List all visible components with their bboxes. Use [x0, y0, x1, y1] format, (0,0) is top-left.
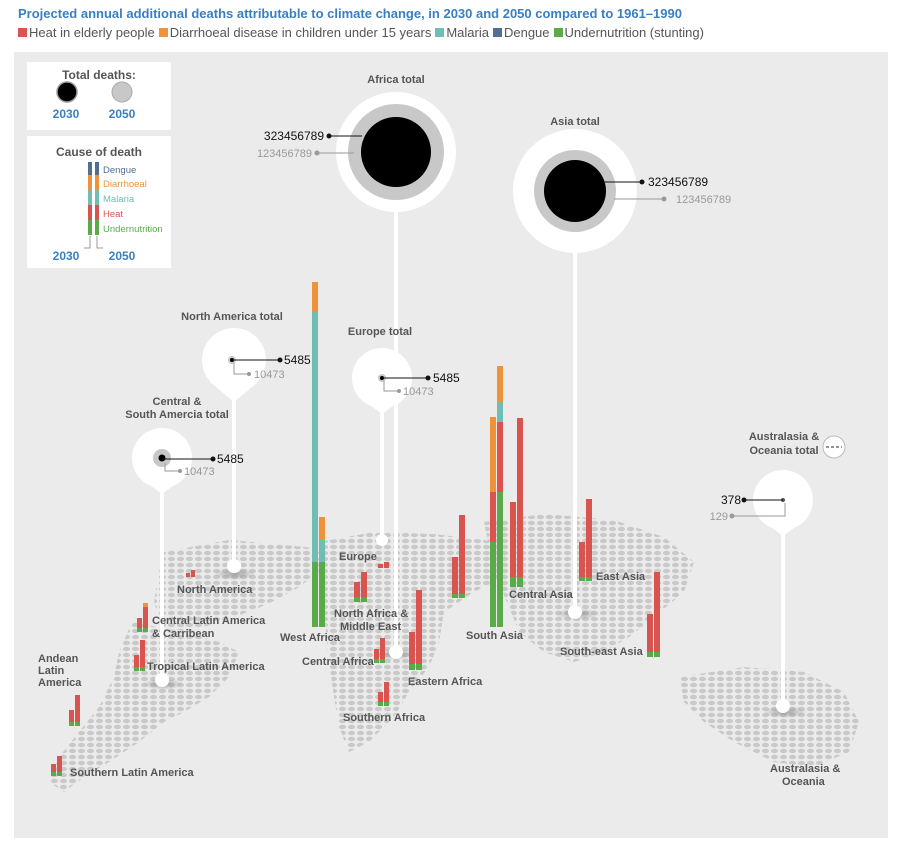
key-cause-heat: Heat: [103, 209, 123, 220]
bars-middle-east: [452, 515, 465, 598]
bars-west-africa: [312, 282, 325, 627]
bars-east-asia: [579, 499, 592, 581]
bars-southern-africa: [378, 682, 389, 706]
region-bars: [51, 282, 660, 776]
africa-2030-value: 323456789: [264, 129, 324, 143]
key-total-title: Total deaths:: [62, 68, 136, 82]
europe-2030-value: 5485: [433, 371, 460, 385]
map-latin-america: [49, 622, 239, 792]
region-label-southern-latin-america: Southern Latin America: [70, 767, 195, 779]
region-label-andean-l1: Andean: [38, 653, 79, 665]
central-south-america-total-label-line2: South Amercia total: [125, 409, 229, 421]
key-total-year-2050: 2050: [109, 107, 136, 121]
europe-total-label: Europe total: [348, 326, 412, 338]
australasia-total-bubble: Australasia & Oceania total 378 129: [710, 431, 846, 536]
region-label-south-east-asia: South-east Asia: [560, 646, 644, 658]
legend-item-heat: Heat in elderly people: [18, 25, 155, 40]
key-cause-undernutrition: Undernutrition: [103, 224, 163, 235]
region-label-north-america: North America: [177, 584, 253, 596]
legend-label-heat: Heat in elderly people: [29, 25, 155, 40]
bars-tropical-latin-america: [134, 640, 145, 671]
legend-label-undernutrition: Undernutrition (stunting): [564, 25, 704, 40]
bars-north-america: [186, 570, 195, 577]
africa-total-bubble: Africa total 323456789 123456789: [257, 74, 456, 212]
region-label-west-africa: West Africa: [280, 632, 341, 644]
region-label-southern-africa: Southern Africa: [343, 712, 426, 724]
region-label-central-africa: Central Africa: [302, 656, 375, 668]
region-label-eastern-africa: Eastern Africa: [408, 676, 483, 688]
bars-central-africa: [374, 638, 385, 663]
north-america-total-bubble: North America total 5485 10473: [181, 311, 311, 402]
key-cause-year-2030: 2030: [53, 249, 80, 263]
legend-item-dengue: Dengue: [492, 25, 550, 40]
callout-stems: [143, 202, 807, 718]
world-map: [49, 514, 859, 792]
europe-total-bubble: Europe total 5485 10473: [348, 326, 460, 414]
bars-south-asia: [490, 366, 503, 627]
north-america-2030-value: 5485: [284, 353, 311, 367]
region-label-australasia-l1: Australasia &: [770, 763, 840, 775]
north-america-total-label: North America total: [181, 311, 283, 323]
region-label-central-asia: Central Asia: [509, 589, 574, 601]
australasia-2030-value: 378: [721, 493, 741, 507]
asia-2050-value: 123456789: [676, 194, 731, 206]
asia-total-label: Asia total: [550, 116, 600, 128]
map-north-america: [154, 540, 334, 632]
key-cause-malaria: Malaria: [103, 194, 135, 205]
map-oceania: [679, 667, 859, 767]
region-label-north-africa-l2: Middle East: [340, 621, 401, 633]
region-label-europe: Europe: [339, 551, 377, 563]
asia-total-bubble: Asia total 323456789 123456789: [513, 116, 731, 253]
bars-eastern-africa: [409, 590, 422, 670]
key-cause-dengue: Dengue: [103, 165, 136, 176]
legend-item-malaria: Malaria: [435, 25, 489, 40]
key-total-year-2030: 2030: [53, 107, 80, 121]
central-south-america-2050-value: 10473: [184, 466, 215, 478]
key-cause-title: Cause of death: [56, 145, 142, 159]
region-label-andean-l3: America: [38, 677, 82, 689]
chart-canvas: Africa total 323456789 123456789 Asia to…: [27, 62, 859, 792]
region-labels: North America Central Latin America & Ca…: [38, 551, 840, 788]
region-label-central-latin-america-l2: & Carribean: [152, 628, 215, 640]
chart-title: Projected annual additional deaths attri…: [18, 6, 682, 21]
north-america-2050-value: 10473: [254, 369, 285, 381]
asia-2030-value: 323456789: [648, 175, 708, 189]
bars-andean-latin-america: [69, 695, 80, 726]
region-label-south-asia: South Asia: [466, 630, 524, 642]
region-label-east-asia: East Asia: [596, 571, 646, 583]
region-label-australasia-l2: Oceania: [782, 776, 826, 788]
key-total-deaths: Total deaths: 2030 2050: [27, 62, 171, 130]
africa-total-label: Africa total: [367, 74, 424, 86]
region-label-central-latin-america-l1: Central Latin America: [152, 615, 266, 627]
bars-southern-latin-america: [51, 756, 62, 776]
central-south-america-total-label-line1: Central &: [153, 396, 202, 408]
region-label-andean-l2: Latin: [38, 665, 65, 677]
map-asia: [484, 514, 694, 662]
europe-2050-value: 10473: [403, 386, 434, 398]
key-cause-diarrhoeal: Diarrhoeal: [103, 179, 147, 190]
region-label-north-africa-l1: North Africa &: [334, 608, 408, 620]
legend-label-dengue: Dengue: [503, 25, 550, 40]
legend-item-undernutrition: Undernutrition (stunting): [553, 25, 704, 40]
australasia-total-label-line2: Oceania total: [749, 445, 818, 457]
bars-south-east-asia: [647, 572, 660, 657]
legend-label-diarrhoeal: Diarrhoeal disease in children under 15 …: [169, 25, 432, 40]
australasia-2050-value: 129: [710, 511, 728, 523]
bars-europe: [378, 562, 389, 568]
key-cause-year-2050: 2050: [109, 249, 136, 263]
central-south-america-2030-value: 5485: [217, 452, 244, 466]
central-south-america-total-bubble: Central & South Amercia total 5485 10473: [125, 396, 244, 494]
chart-panel: Africa total 323456789 123456789 Asia to…: [14, 52, 888, 838]
legend: Heat in elderly people Diarrhoeal diseas…: [18, 25, 708, 40]
africa-2050-value: 123456789: [257, 148, 312, 160]
legend-item-diarrhoeal: Diarrhoeal disease in children under 15 …: [158, 25, 432, 40]
bars-central-latin-america: [137, 603, 148, 632]
australasia-total-label-line1: Australasia &: [749, 431, 819, 443]
key-cause-of-death: Cause of death Dengue Diarrhoeal Malaria…: [27, 136, 171, 268]
bars-north-africa: [354, 572, 367, 602]
legend-label-malaria: Malaria: [446, 25, 489, 40]
bars-central-asia: [510, 418, 523, 587]
region-label-tropical-latin-america: Tropical Latin America: [147, 661, 265, 673]
map-europe-africa: [319, 532, 534, 752]
